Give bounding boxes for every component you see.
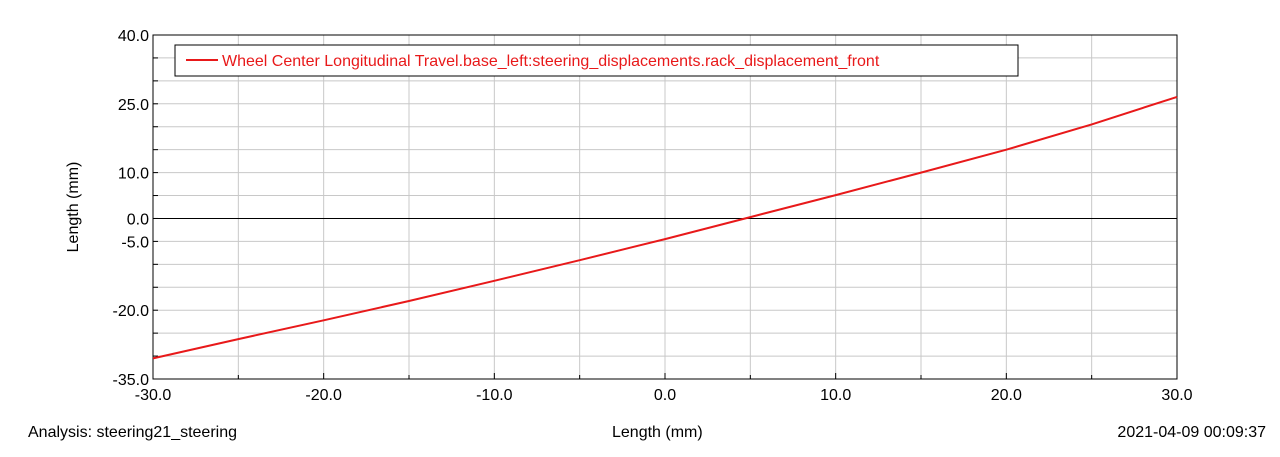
timestamp: 2021-04-09 00:09:37 [1117,424,1266,441]
x-axis-label: Length (mm) [612,424,703,441]
y-tick-label: -35.0 [113,372,150,389]
tick-labels: -30.0 -20.0 -10.0 0.0 10.0 20.0 30.0 40.0 25.0 10… [113,28,1193,404]
y-tick-label: 10.0 [118,166,149,183]
analysis-label: Analysis: steering21_steering [28,424,238,441]
y-tick-label: 25.0 [118,97,149,114]
line-chart: -30.0 -20.0 -10.0 0.0 10.0 20.0 30.0 40.0 25.0 10… [65,28,1193,404]
x-tick-label: -10.0 [476,387,513,404]
x-tick-label: 20.0 [991,387,1022,404]
x-tick-label: -30.0 [135,387,172,404]
x-tick-label: 30.0 [1161,387,1192,404]
x-tick-label: 10.0 [820,387,851,404]
y-tick-label: -20.0 [113,303,150,320]
legend-box [174,44,1019,77]
x-tick-label: 0.0 [654,387,676,404]
y-tick-label: -5.0 [121,234,149,251]
series-line [152,95,1178,360]
series-lines [152,95,1178,360]
legend: Wheel Center Longitudinal Travel.base_le… [174,44,1019,77]
y-tick-label: 40.0 [118,28,149,45]
y-tick-label: 0.0 [127,211,149,228]
x-tick-label: -20.0 [305,387,342,404]
y-axis-label: Length (mm) [65,162,82,253]
grid [152,34,1178,380]
legend-entry: Wheel Center Longitudinal Travel.base_le… [222,53,880,70]
axes [152,34,1178,380]
